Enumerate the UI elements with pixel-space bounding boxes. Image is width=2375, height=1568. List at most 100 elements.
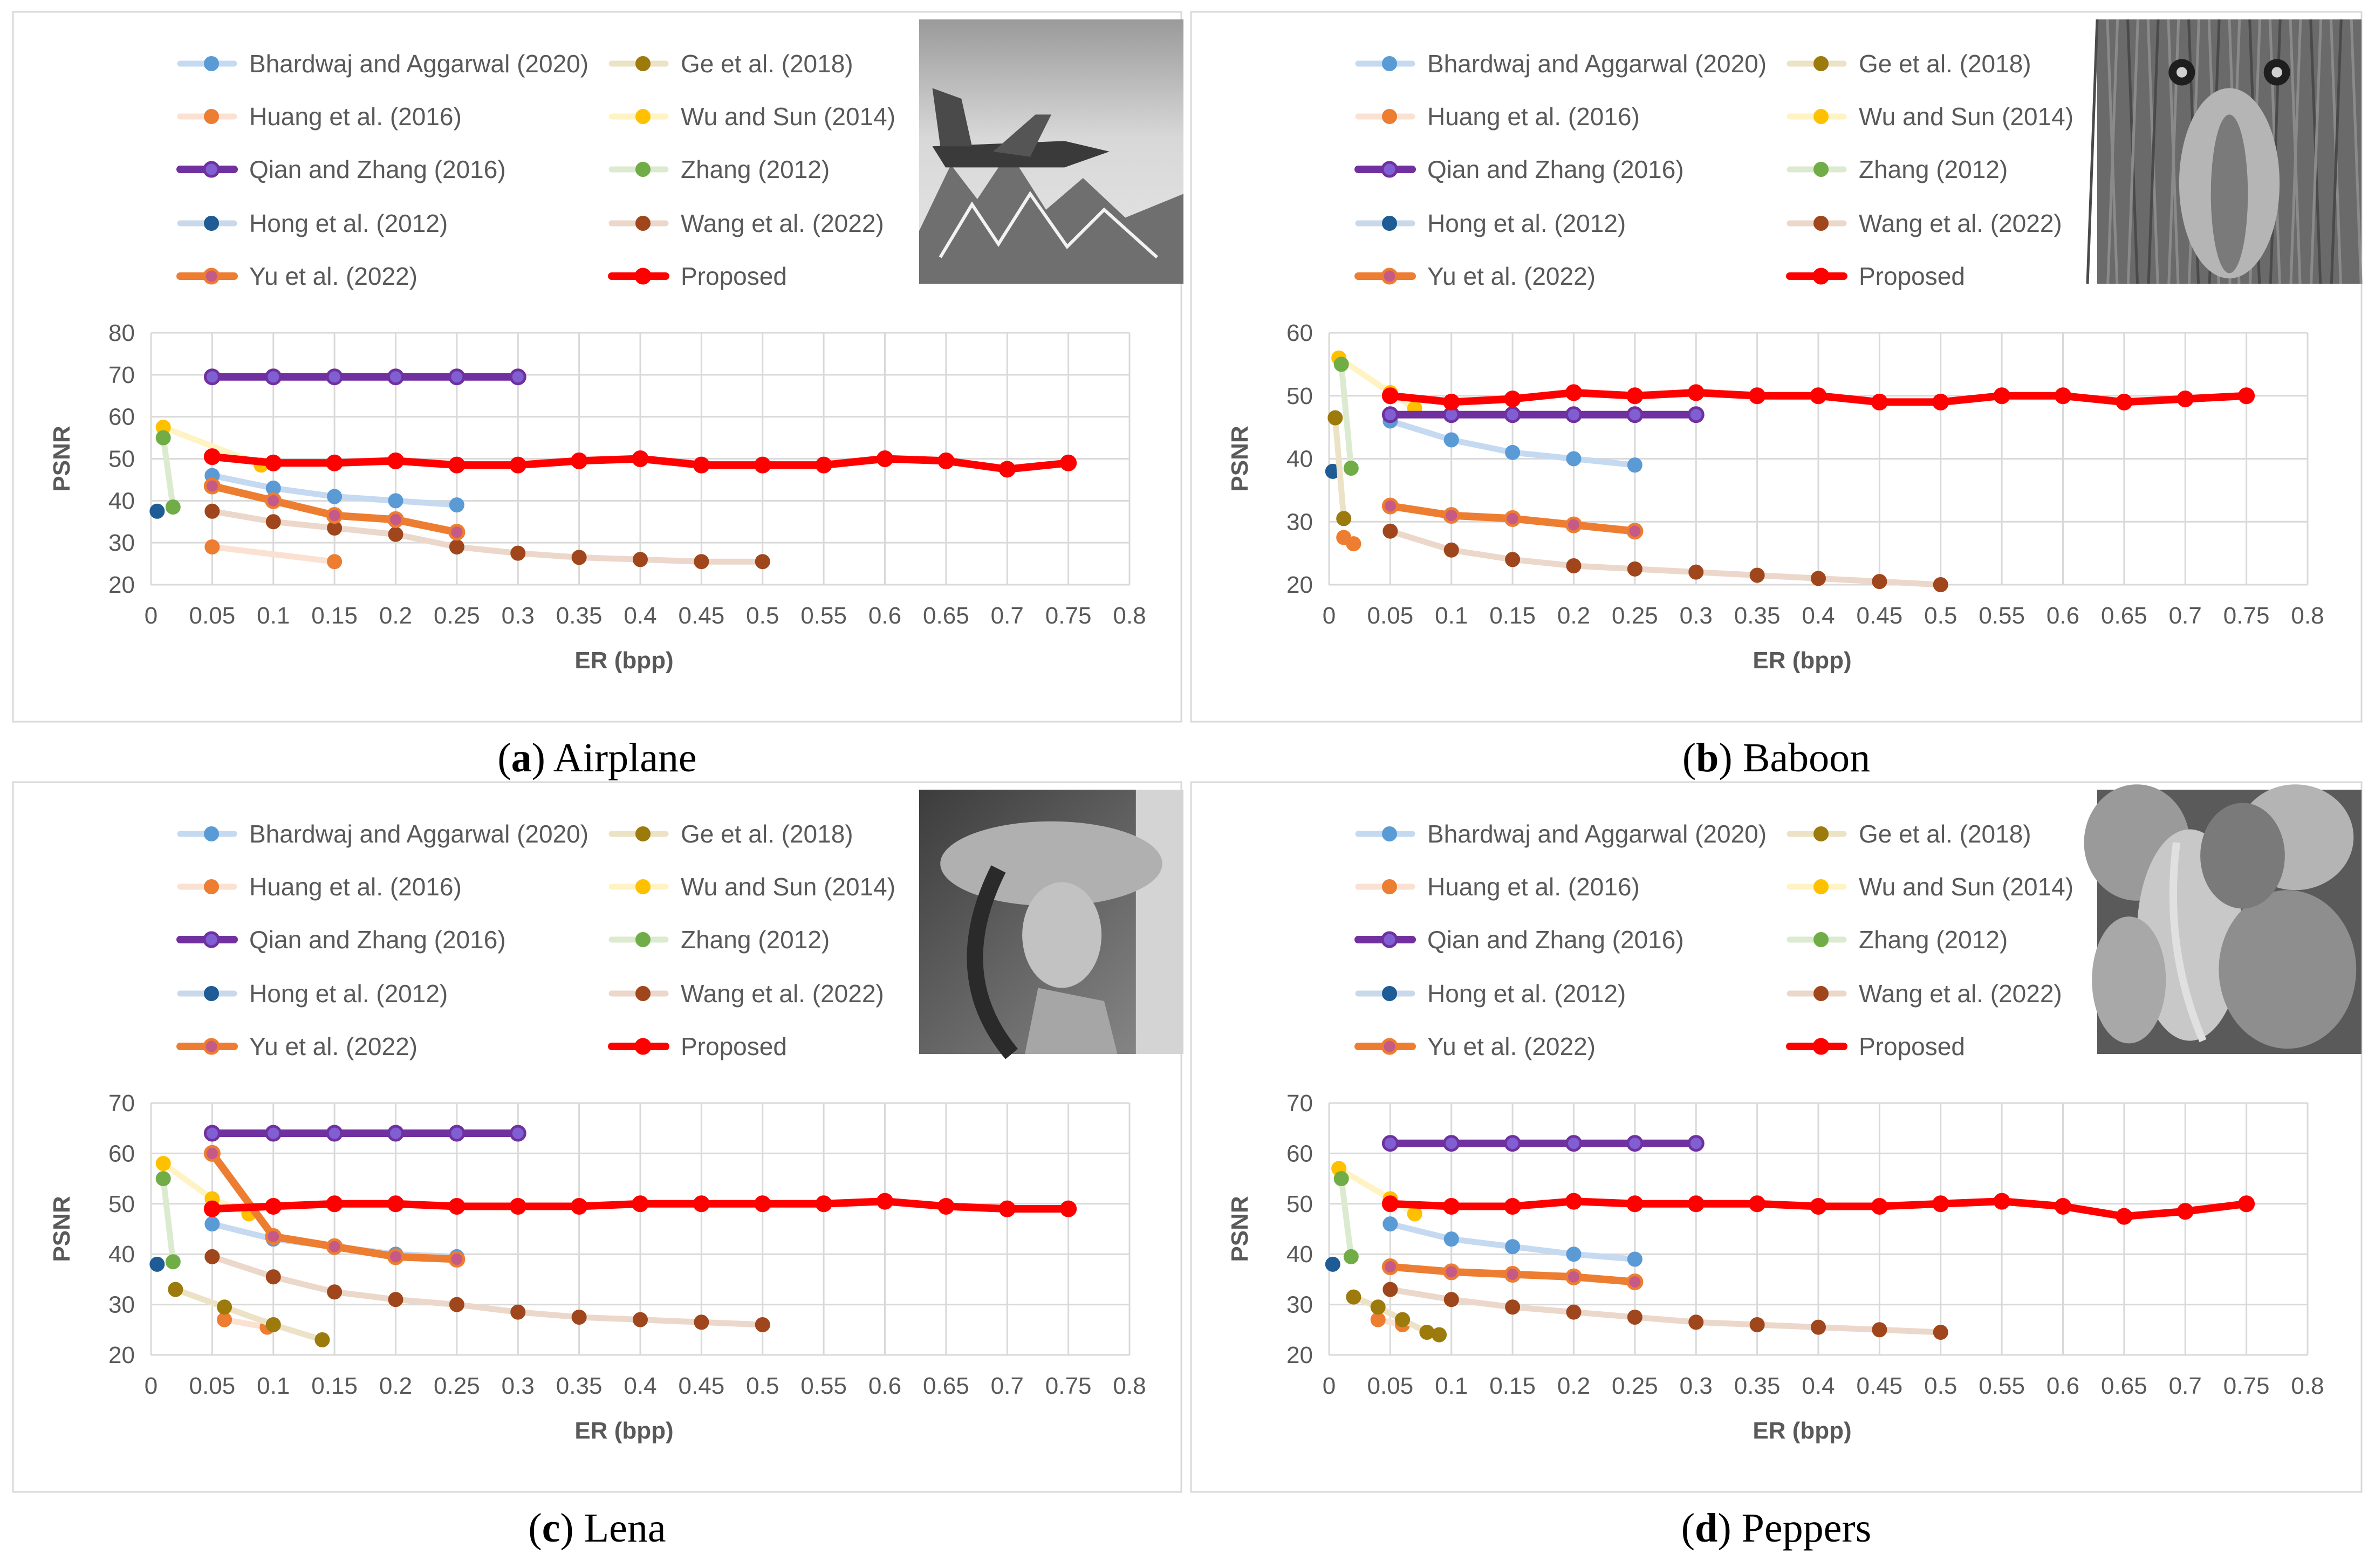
data-point — [1505, 552, 1521, 567]
data-point — [448, 456, 466, 474]
data-point — [1810, 387, 1827, 405]
data-point — [1566, 1247, 1582, 1262]
data-point — [449, 539, 464, 554]
legend-label: Wu and Sun (2014) — [681, 102, 895, 131]
data-point — [155, 1156, 171, 1172]
legend-item-proposed: Proposed — [1786, 1032, 1965, 1060]
data-point — [1933, 577, 1948, 592]
data-point — [1343, 461, 1359, 476]
data-point — [998, 1200, 1016, 1217]
data-point — [1627, 1251, 1642, 1267]
data-point — [203, 448, 221, 465]
data-point — [1993, 387, 2010, 405]
legend-item-huang-et-al-2016: Huang et al. (2016) — [1355, 873, 1640, 901]
lena-image — [919, 790, 1183, 1059]
data-point — [326, 507, 343, 524]
legend-swatch-marker — [1381, 161, 1398, 178]
data-point — [693, 1195, 710, 1213]
series-proposed — [1381, 1193, 2255, 1225]
legend-item-huang-et-al-2016: Huang et al. (2016) — [177, 102, 462, 131]
data-point — [1688, 1314, 1704, 1330]
legend-swatch-marker — [635, 932, 651, 947]
data-point — [1443, 542, 1459, 558]
legend-swatch-marker — [635, 826, 651, 841]
data-point — [1370, 1312, 1386, 1327]
legend-item-bhardwaj-and-aggarwal-2020: Bhardwaj and Aggarwal (2020) — [1355, 820, 1767, 848]
data-point — [1932, 393, 1949, 410]
data-point — [1382, 1282, 1398, 1297]
gridlines — [150, 1102, 1131, 1356]
data-point — [2238, 387, 2255, 405]
data-point — [877, 450, 893, 467]
x-tick-label: 0.2 — [379, 1373, 412, 1399]
x-tick-label: 0.2 — [379, 602, 412, 629]
y-tick-label: 40 — [1286, 446, 1313, 473]
legend-swatch-marker — [204, 109, 219, 124]
series-line — [209, 544, 338, 565]
legend-label: Proposed — [681, 262, 787, 290]
x-tick-label: 0.75 — [1045, 602, 1092, 629]
legend-item-zhang-2012: Zhang (2012) — [608, 926, 830, 954]
data-point — [1504, 1197, 1521, 1215]
data-point — [1565, 1193, 1582, 1210]
series-huang-et-al-2016 — [1336, 530, 1361, 552]
legend-item-zhang-2012: Zhang (2012) — [608, 155, 830, 183]
x-tick-label: 0.15 — [311, 1373, 358, 1399]
data-point — [265, 454, 282, 471]
x-tick-label: 0.45 — [679, 602, 725, 629]
x-tick-label: 0.4 — [1802, 602, 1835, 629]
series-hong-et-al-2012 — [1325, 1256, 1340, 1272]
data-point — [265, 368, 282, 386]
data-point — [1381, 406, 1399, 423]
x-tick-label: 0.55 — [1979, 602, 2025, 629]
data-point — [1505, 1299, 1521, 1315]
data-point — [387, 452, 404, 469]
legend-swatch-marker — [204, 826, 219, 841]
legend-swatch-marker — [1813, 826, 1829, 841]
series-line — [1332, 415, 1347, 522]
x-tick-label: 0.15 — [1489, 602, 1536, 629]
y-tick-label: 60 — [1286, 1140, 1313, 1167]
data-point — [326, 454, 343, 471]
x-tick-label: 0.25 — [434, 1373, 480, 1399]
data-point — [149, 503, 165, 519]
data-point — [937, 452, 955, 469]
legend-label: Hong et al. (2012) — [1427, 209, 1626, 237]
x-tick-label: 0 — [145, 602, 158, 629]
legend-swatch-marker — [203, 1038, 220, 1055]
data-point — [168, 1282, 183, 1297]
data-point — [571, 1197, 588, 1215]
series-ge-et-al-2018 — [168, 1282, 330, 1347]
legend-label: Qian and Zhang (2016) — [1427, 926, 1684, 954]
x-tick-label: 0.15 — [1489, 1373, 1536, 1399]
data-point — [510, 545, 526, 561]
data-point — [449, 497, 464, 513]
data-point — [1443, 507, 1460, 524]
y-tick-label: 70 — [108, 362, 135, 388]
data-point — [1810, 1197, 1827, 1215]
series-yu-et-al-2022 — [1381, 1258, 1644, 1291]
data-point — [1325, 1256, 1340, 1272]
x-tick-label: 0.4 — [624, 1373, 656, 1399]
legend-item-wang-et-al-2022: Wang et al. (2022) — [1787, 209, 2062, 237]
series-ge-et-al-2018 — [1346, 1289, 1447, 1343]
legend-item-bhardwaj-and-aggarwal-2020: Bhardwaj and Aggarwal (2020) — [177, 50, 588, 78]
x-tick-label: 0.45 — [679, 1373, 725, 1399]
data-point — [815, 456, 832, 474]
series-line — [209, 508, 766, 565]
x-tick-label: 0.6 — [868, 1373, 901, 1399]
legend-item-hong-et-al-2012: Hong et al. (2012) — [177, 209, 448, 237]
panel-caption: (a) Airplane — [497, 735, 696, 780]
data-point — [1871, 393, 1888, 410]
y-tick-label: 40 — [108, 488, 135, 514]
x-tick-label: 0.5 — [746, 1373, 779, 1399]
legend-label: Hong et al. (2012) — [249, 209, 448, 237]
legend-label: Bhardwaj and Aggarwal (2020) — [1427, 820, 1767, 848]
x-tick-label: 0.75 — [2223, 1373, 2270, 1399]
legend-swatch-marker — [1382, 879, 1397, 894]
legend-swatch-marker — [1382, 216, 1397, 231]
data-point — [314, 1332, 330, 1347]
legend-item-qian-and-zhang-2016: Qian and Zhang (2016) — [1354, 155, 1684, 183]
data-point — [815, 1195, 832, 1213]
x-tick-label: 0.3 — [1680, 1373, 1713, 1399]
